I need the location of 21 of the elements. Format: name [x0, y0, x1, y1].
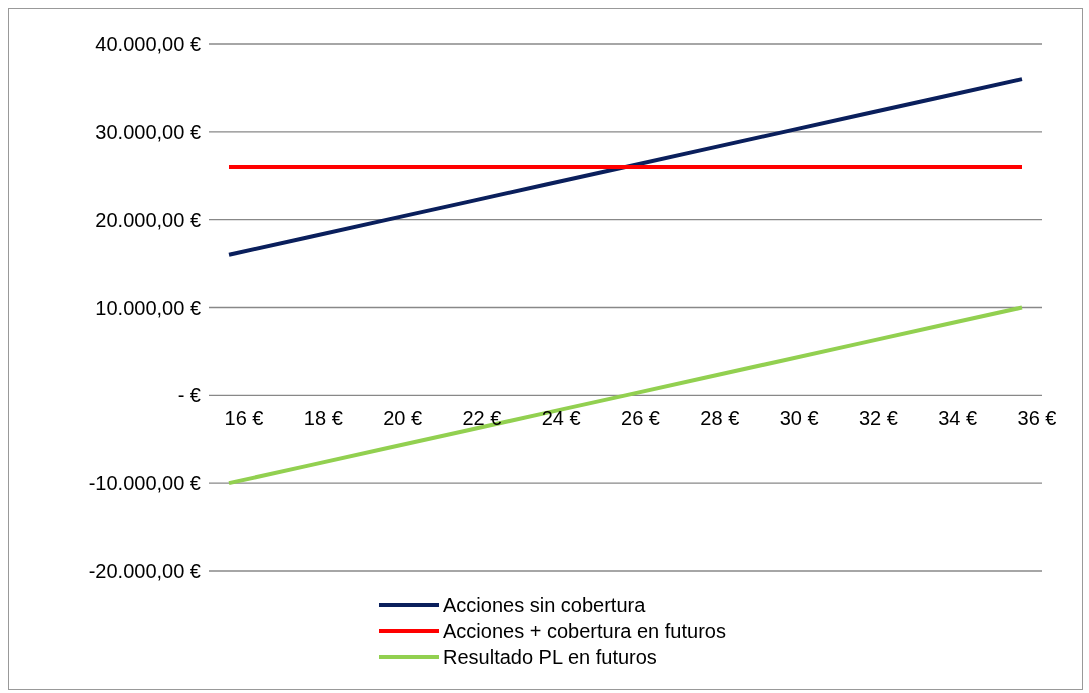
x-tick-label: 36 € [1017, 407, 1057, 429]
y-tick-label: -10.000,00 € [88, 472, 201, 495]
legend-label: Acciones sin cobertura [443, 593, 646, 618]
y-tick-label: 10.000,00 € [95, 296, 201, 319]
x-tick-label: 30 € [779, 407, 819, 429]
y-tick-label: 30.000,00 € [95, 120, 201, 143]
y-tick-label: - € [177, 384, 201, 407]
x-tick-label: 32 € [858, 407, 898, 429]
x-tick-label: 26 € [621, 407, 660, 429]
line-series [227, 77, 1024, 257]
y-tick-label: 20.000,00 € [95, 208, 201, 231]
x-tick-label: 16 € [224, 407, 264, 429]
legend-label: Acciones + cobertura en futuros [443, 619, 726, 644]
x-tick-label: 18 € [303, 407, 343, 429]
x-tick-label: 24 € [541, 407, 581, 429]
legend-label: Resultado PL en futuros [443, 645, 657, 670]
y-tick-label: -20.000,00 € [88, 560, 201, 583]
x-tick-label: 34 € [938, 407, 978, 429]
x-tick-label: 20 € [383, 407, 423, 429]
x-tick-label: 28 € [700, 407, 740, 429]
y-tick-label: 40.000,00 € [95, 33, 201, 56]
